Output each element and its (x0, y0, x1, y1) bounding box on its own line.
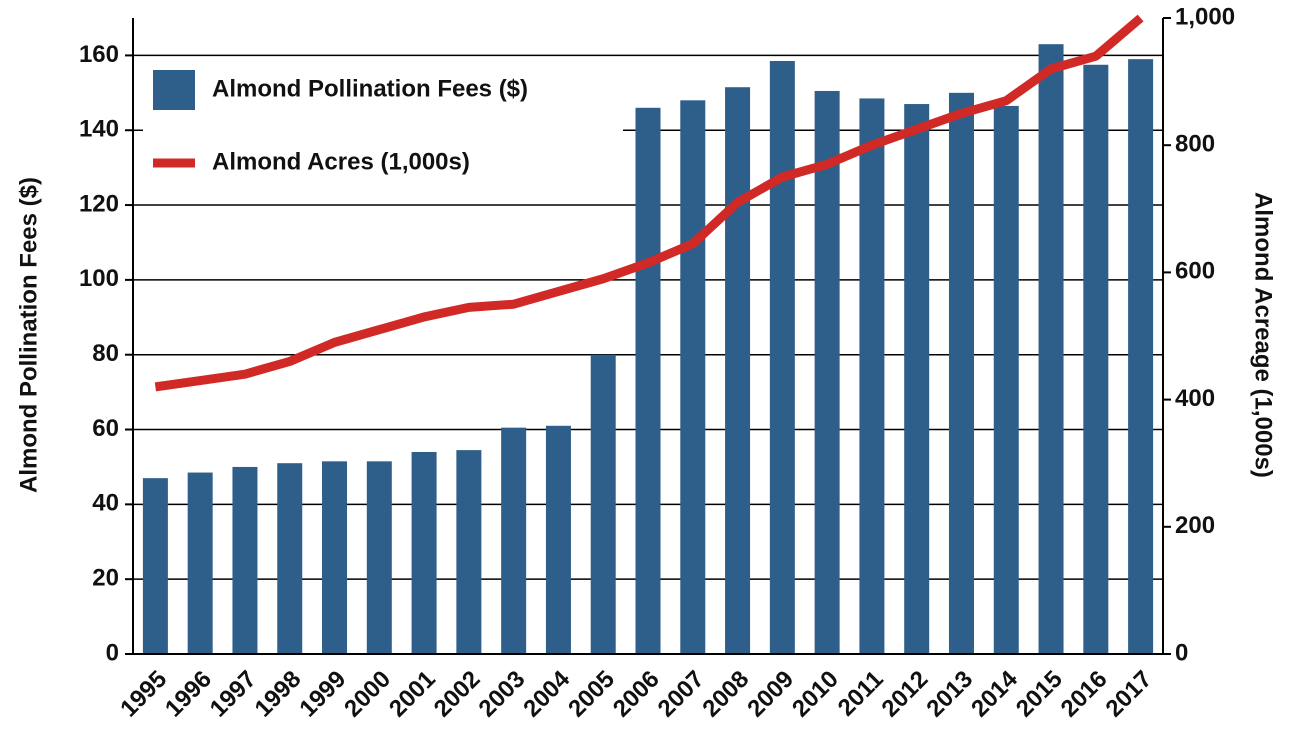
bar (501, 427, 527, 654)
bar (322, 461, 348, 654)
bar (142, 478, 168, 654)
x-tick-label: 2013 (921, 666, 978, 723)
y-tick-label: 80 (92, 340, 119, 367)
bar (635, 107, 661, 655)
x-tick-label: 2007 (653, 666, 710, 723)
x-tick-label: 2002 (429, 666, 486, 723)
y2-tick-label: 600 (1175, 258, 1215, 285)
x-tick-label: 2016 (1056, 666, 1113, 723)
bar (590, 354, 616, 654)
y-tick-label: 120 (79, 190, 119, 217)
x-tick-label: 2017 (1100, 666, 1157, 723)
bar (680, 100, 706, 654)
x-tick-label: 2004 (518, 665, 575, 722)
bar (277, 463, 303, 654)
y-tick-label: 20 (92, 565, 119, 592)
y-tick-label: 100 (79, 265, 119, 292)
x-tick-label: 2014 (966, 665, 1023, 722)
y2-tick-label: 200 (1175, 512, 1215, 539)
x-tick-label: 2006 (608, 666, 665, 723)
legend: Almond Pollination Fees ($) Almond Acres … (143, 60, 623, 195)
x-tick-label: 2012 (877, 666, 934, 723)
x-tick-label: 2003 (474, 666, 531, 723)
x-tick-label: 1998 (250, 666, 307, 723)
bar (993, 105, 1019, 654)
legend-label: Almond Acres (1,000s) (212, 148, 470, 175)
y-tick-label: 140 (79, 116, 119, 143)
x-tick-label: 2010 (787, 666, 844, 723)
x-tick-label: 1996 (160, 666, 217, 723)
bar (456, 450, 482, 654)
x-tick-label: 1999 (294, 666, 351, 723)
line (154, 14, 1144, 392)
x-tick-label: 2015 (1011, 666, 1068, 723)
y-tick-label: 160 (79, 41, 119, 68)
legend-label: Almond Pollination Fees ($) (212, 75, 528, 102)
bar (904, 104, 930, 654)
y-tick-label: 0 (106, 639, 119, 666)
legend-background (143, 60, 623, 195)
y2-tick-label: 1,000 (1175, 3, 1235, 30)
x-tick-label: 2011 (833, 666, 889, 722)
bar (411, 451, 437, 654)
y-tick-label: 40 (92, 490, 119, 517)
bar (814, 90, 840, 654)
bar (948, 92, 974, 654)
bar (725, 87, 751, 654)
bar (1038, 44, 1064, 655)
x-tick-label: 2008 (697, 666, 754, 723)
bar (769, 61, 795, 654)
bar (232, 466, 258, 654)
y-tick-label: 60 (92, 415, 119, 442)
y2-tick-label: 400 (1175, 385, 1215, 412)
y2-tick-label: 0 (1175, 639, 1188, 666)
y2-axis-label: Almond Acreage (1,000s) (1250, 192, 1277, 478)
x-tick-label: 2001 (384, 666, 441, 723)
bar (366, 461, 392, 654)
x-tick-label: 2009 (742, 666, 799, 723)
bar (187, 472, 213, 654)
bar (1083, 64, 1109, 654)
y2-tick-label: 800 (1175, 131, 1215, 158)
y-axis-label: Almond Pollination Fees ($) (15, 177, 42, 493)
x-tick-label: 2000 (339, 666, 396, 723)
x-tick-label: 1995 (115, 666, 172, 723)
bar (859, 98, 885, 654)
bar (1128, 59, 1154, 654)
legend-swatch (153, 70, 195, 110)
x-tick-label: 1997 (205, 666, 262, 723)
bar (545, 425, 571, 654)
x-tick-label: 2005 (563, 666, 620, 723)
